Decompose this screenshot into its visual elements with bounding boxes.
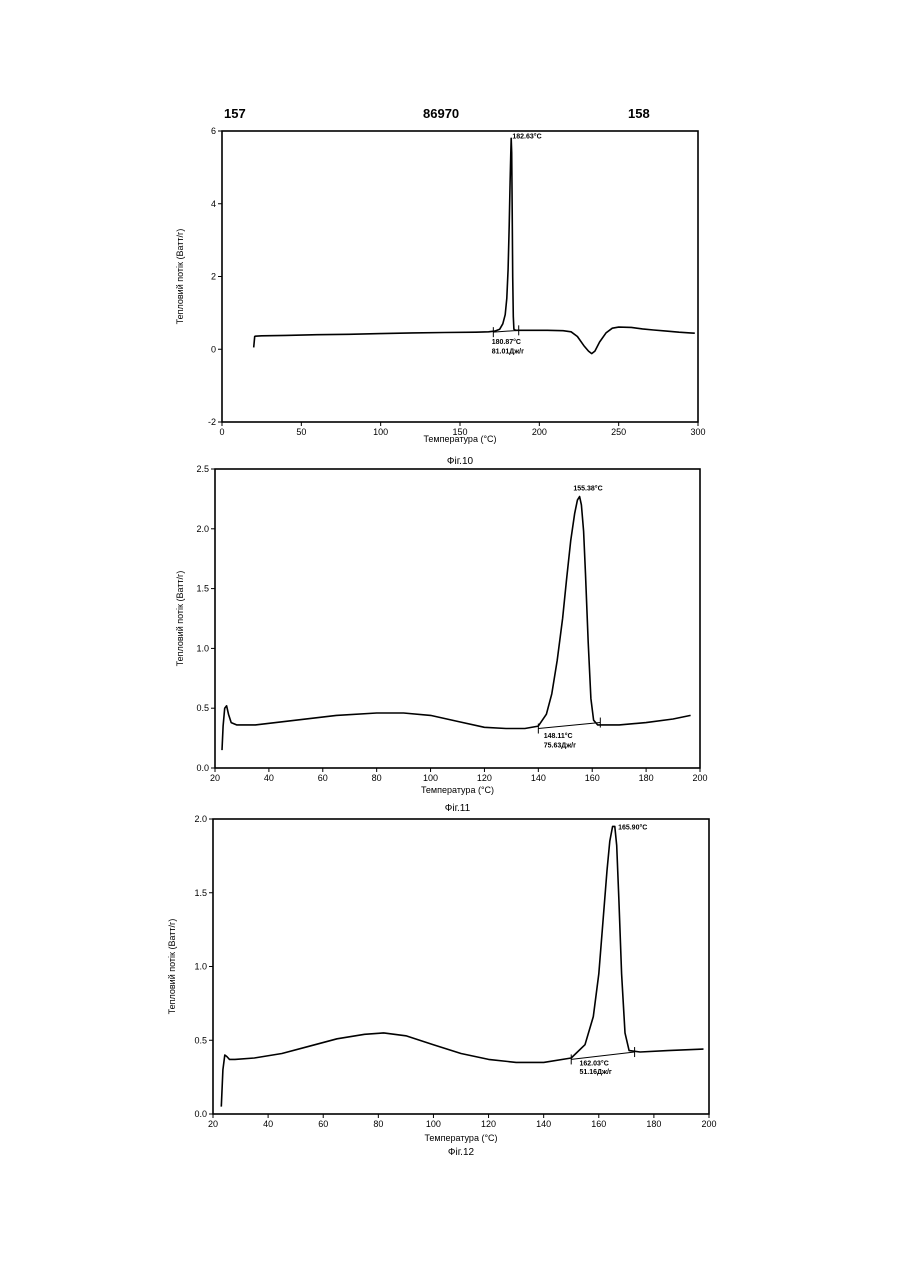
figure-label-fig10: Фіг.10 (447, 456, 474, 467)
y-tick-label-fig10: 6 (211, 126, 216, 136)
heat-flow-curve-fig10 (254, 138, 695, 353)
integration-baseline-fig12 (571, 1052, 634, 1059)
heat-flow-curve-fig11 (222, 497, 691, 751)
y-tick-label-fig11: 2.0 (196, 524, 209, 534)
x-tick-label-fig11: 40 (264, 773, 274, 783)
peak-annotation-fig10: 180.87°C (492, 338, 521, 346)
x-tick-label-fig11: 120 (477, 773, 492, 783)
figure-label-fig11: Фіг.11 (445, 803, 471, 814)
y-tick-label-fig11: 0.5 (196, 703, 209, 713)
x-tick-label-fig11: 60 (318, 773, 328, 783)
x-tick-label-fig12: 40 (263, 1119, 273, 1129)
x-tick-label-fig12: 200 (701, 1119, 716, 1129)
x-tick-label-fig11: 100 (423, 773, 438, 783)
y-axis-label-fig11: Тепловий потік (Ватт/г) (175, 571, 185, 667)
x-tick-label-fig12: 20 (208, 1119, 218, 1129)
peak-annotation-fig10: 81.01Дж/г (492, 349, 524, 356)
y-tick-label-fig12: 2.0 (194, 814, 207, 824)
plot-frame-fig11 (215, 469, 700, 768)
x-axis-label-fig10: Температура (°C) (423, 434, 496, 444)
peak-annotation-fig12: 165.90°C (618, 823, 647, 831)
x-tick-label-fig10: 50 (296, 427, 306, 437)
x-tick-label-fig10: 0 (219, 427, 224, 437)
x-axis-label-fig11: Температура (°C) (421, 785, 494, 795)
y-tick-label-fig10: 4 (211, 199, 216, 209)
peak-annotation-fig10: 182.63°C (512, 132, 541, 140)
y-axis-label-fig12: Тепловий потік (Ватт/г) (167, 919, 177, 1015)
x-tick-label-fig10: 100 (373, 427, 388, 437)
x-tick-label-fig12: 120 (481, 1119, 496, 1129)
y-tick-label-fig12: 1.5 (194, 888, 207, 898)
x-axis-label-fig12: Температура (°C) (424, 1133, 497, 1143)
y-axis-label-fig10: Тепловий потік (Ватт/г) (175, 229, 185, 325)
x-tick-label-fig11: 140 (531, 773, 546, 783)
plot-frame-fig12 (213, 819, 709, 1114)
peak-annotation-fig11: 155.38°C (573, 485, 602, 493)
x-tick-label-fig11: 180 (639, 773, 654, 783)
y-tick-label-fig11: 0.0 (196, 763, 209, 773)
x-tick-label-fig11: 80 (372, 773, 382, 783)
x-tick-label-fig12: 180 (646, 1119, 661, 1129)
peak-annotation-fig12: 162.03°C (579, 1059, 608, 1067)
x-tick-label-fig12: 60 (318, 1119, 328, 1129)
peak-annotation-fig12: 51.16Дж/г (579, 1069, 611, 1076)
peak-annotation-fig11: 75.63Дж/г (544, 743, 576, 750)
y-tick-label-fig12: 1.0 (194, 962, 207, 972)
y-tick-label-fig12: 0.5 (194, 1035, 207, 1045)
y-tick-label-fig11: 1.5 (196, 584, 209, 594)
heat-flow-curve-fig12 (221, 826, 703, 1106)
integration-baseline-fig11 (538, 723, 600, 729)
plot-frame-fig10 (222, 131, 698, 422)
x-tick-label-fig10: 300 (690, 427, 705, 437)
x-tick-label-fig10: 250 (611, 427, 626, 437)
x-tick-label-fig11: 20 (210, 773, 220, 783)
y-tick-label-fig12: 0.0 (194, 1109, 207, 1119)
y-tick-label-fig10: 2 (211, 272, 216, 282)
y-tick-label-fig10: -2 (208, 417, 216, 427)
peak-annotation-fig11: 148.11°C (544, 732, 573, 740)
y-tick-label-fig11: 2.5 (196, 464, 209, 474)
x-tick-label-fig12: 100 (426, 1119, 441, 1129)
x-tick-label-fig10: 200 (532, 427, 547, 437)
x-tick-label-fig12: 160 (591, 1119, 606, 1129)
x-tick-label-fig11: 160 (585, 773, 600, 783)
figure-label-fig12: Фіг.12 (448, 1147, 475, 1158)
y-tick-label-fig10: 0 (211, 344, 216, 354)
x-tick-label-fig12: 80 (373, 1119, 383, 1129)
x-tick-label-fig12: 140 (536, 1119, 551, 1129)
y-tick-label-fig11: 1.0 (196, 643, 209, 653)
x-tick-label-fig11: 200 (692, 773, 707, 783)
